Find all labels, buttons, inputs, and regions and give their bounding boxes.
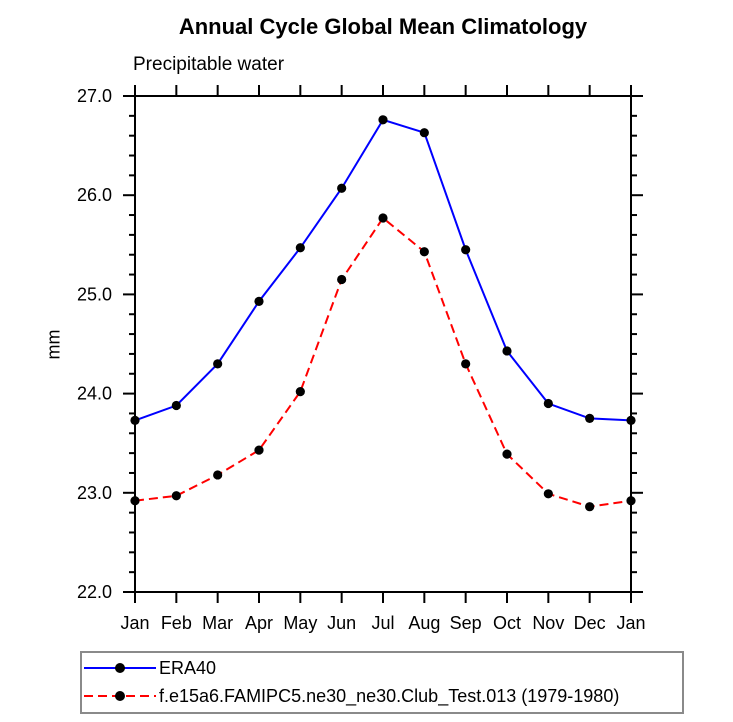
- data-point-marker: [585, 502, 595, 512]
- data-point-marker: [585, 413, 595, 423]
- data-point-marker: [543, 489, 553, 499]
- data-point-marker: [461, 359, 471, 369]
- data-point-marker: [213, 359, 223, 369]
- data-point-marker: [502, 346, 512, 356]
- data-point-marker: [502, 449, 512, 459]
- legend-marker-icon: [115, 663, 125, 673]
- plot-frame: [134, 95, 632, 593]
- legend-marker-icon: [115, 691, 125, 701]
- x-tick-label: Feb: [161, 613, 192, 633]
- data-point-marker: [213, 470, 223, 480]
- data-point-marker: [626, 415, 636, 425]
- legend-row-era40: ERA40: [83, 654, 682, 682]
- y-tick-label: 27.0: [77, 86, 112, 106]
- x-tick-label: Dec: [574, 613, 606, 633]
- x-tick-label: Nov: [532, 613, 564, 633]
- y-tick-label: 25.0: [77, 284, 112, 304]
- x-tick-label: Apr: [245, 613, 273, 633]
- legend-label-era40: ERA40: [159, 657, 217, 678]
- x-tick-label: Aug: [408, 613, 440, 633]
- chart-subtitle: Precipitable water: [133, 54, 285, 75]
- data-point-marker: [337, 274, 347, 285]
- legend-line-sample-model: [84, 691, 156, 701]
- chart-title: Annual Cycle Global Mean Climatology: [178, 14, 588, 39]
- data-point-marker: [254, 296, 264, 306]
- series-line-1: [134, 216, 632, 508]
- x-tick-label: Oct: [493, 613, 521, 633]
- data-point-marker: [378, 115, 388, 125]
- x-tick-label: May: [283, 613, 317, 633]
- data-point-marker: [626, 496, 636, 506]
- data-point-marker: [130, 415, 140, 425]
- data-point-marker: [171, 400, 181, 411]
- x-tick-label: Jan: [616, 613, 645, 633]
- x-tick-label: Jan: [120, 613, 149, 633]
- y-tick-label: 24.0: [77, 384, 112, 404]
- series-line-0: [134, 118, 632, 422]
- x-tick-label: Mar: [202, 613, 233, 633]
- x-tick-label: Sep: [450, 613, 482, 633]
- x-tick-label: Jun: [327, 613, 356, 633]
- data-point-marker: [130, 496, 140, 506]
- data-point-marker: [543, 398, 553, 409]
- data-point-marker: [419, 128, 429, 138]
- y-tick-label: 22.0: [77, 582, 112, 602]
- data-point-marker: [295, 387, 305, 397]
- legend-row-model: f.e15a6.FAMIPC5.ne30_ne30.Club_Test.013 …: [83, 682, 682, 710]
- data-point-marker: [378, 213, 388, 223]
- y-tick-label: 23.0: [77, 483, 112, 503]
- x-tick-label: Jul: [371, 613, 394, 633]
- data-point-marker: [419, 247, 429, 257]
- data-point-marker: [295, 243, 305, 253]
- y-tick-label: 26.0: [77, 185, 112, 205]
- legend-box: ERA40 f.e15a6.FAMIPC5.ne30_ne30.Club_Tes…: [80, 651, 684, 714]
- data-point-marker: [461, 245, 471, 255]
- legend-label-model: f.e15a6.FAMIPC5.ne30_ne30.Club_Test.013 …: [159, 685, 620, 706]
- legend-line-sample-era40: [84, 663, 156, 673]
- data-point-marker: [171, 491, 181, 501]
- data-point-marker: [254, 445, 264, 455]
- data-point-marker: [337, 183, 347, 193]
